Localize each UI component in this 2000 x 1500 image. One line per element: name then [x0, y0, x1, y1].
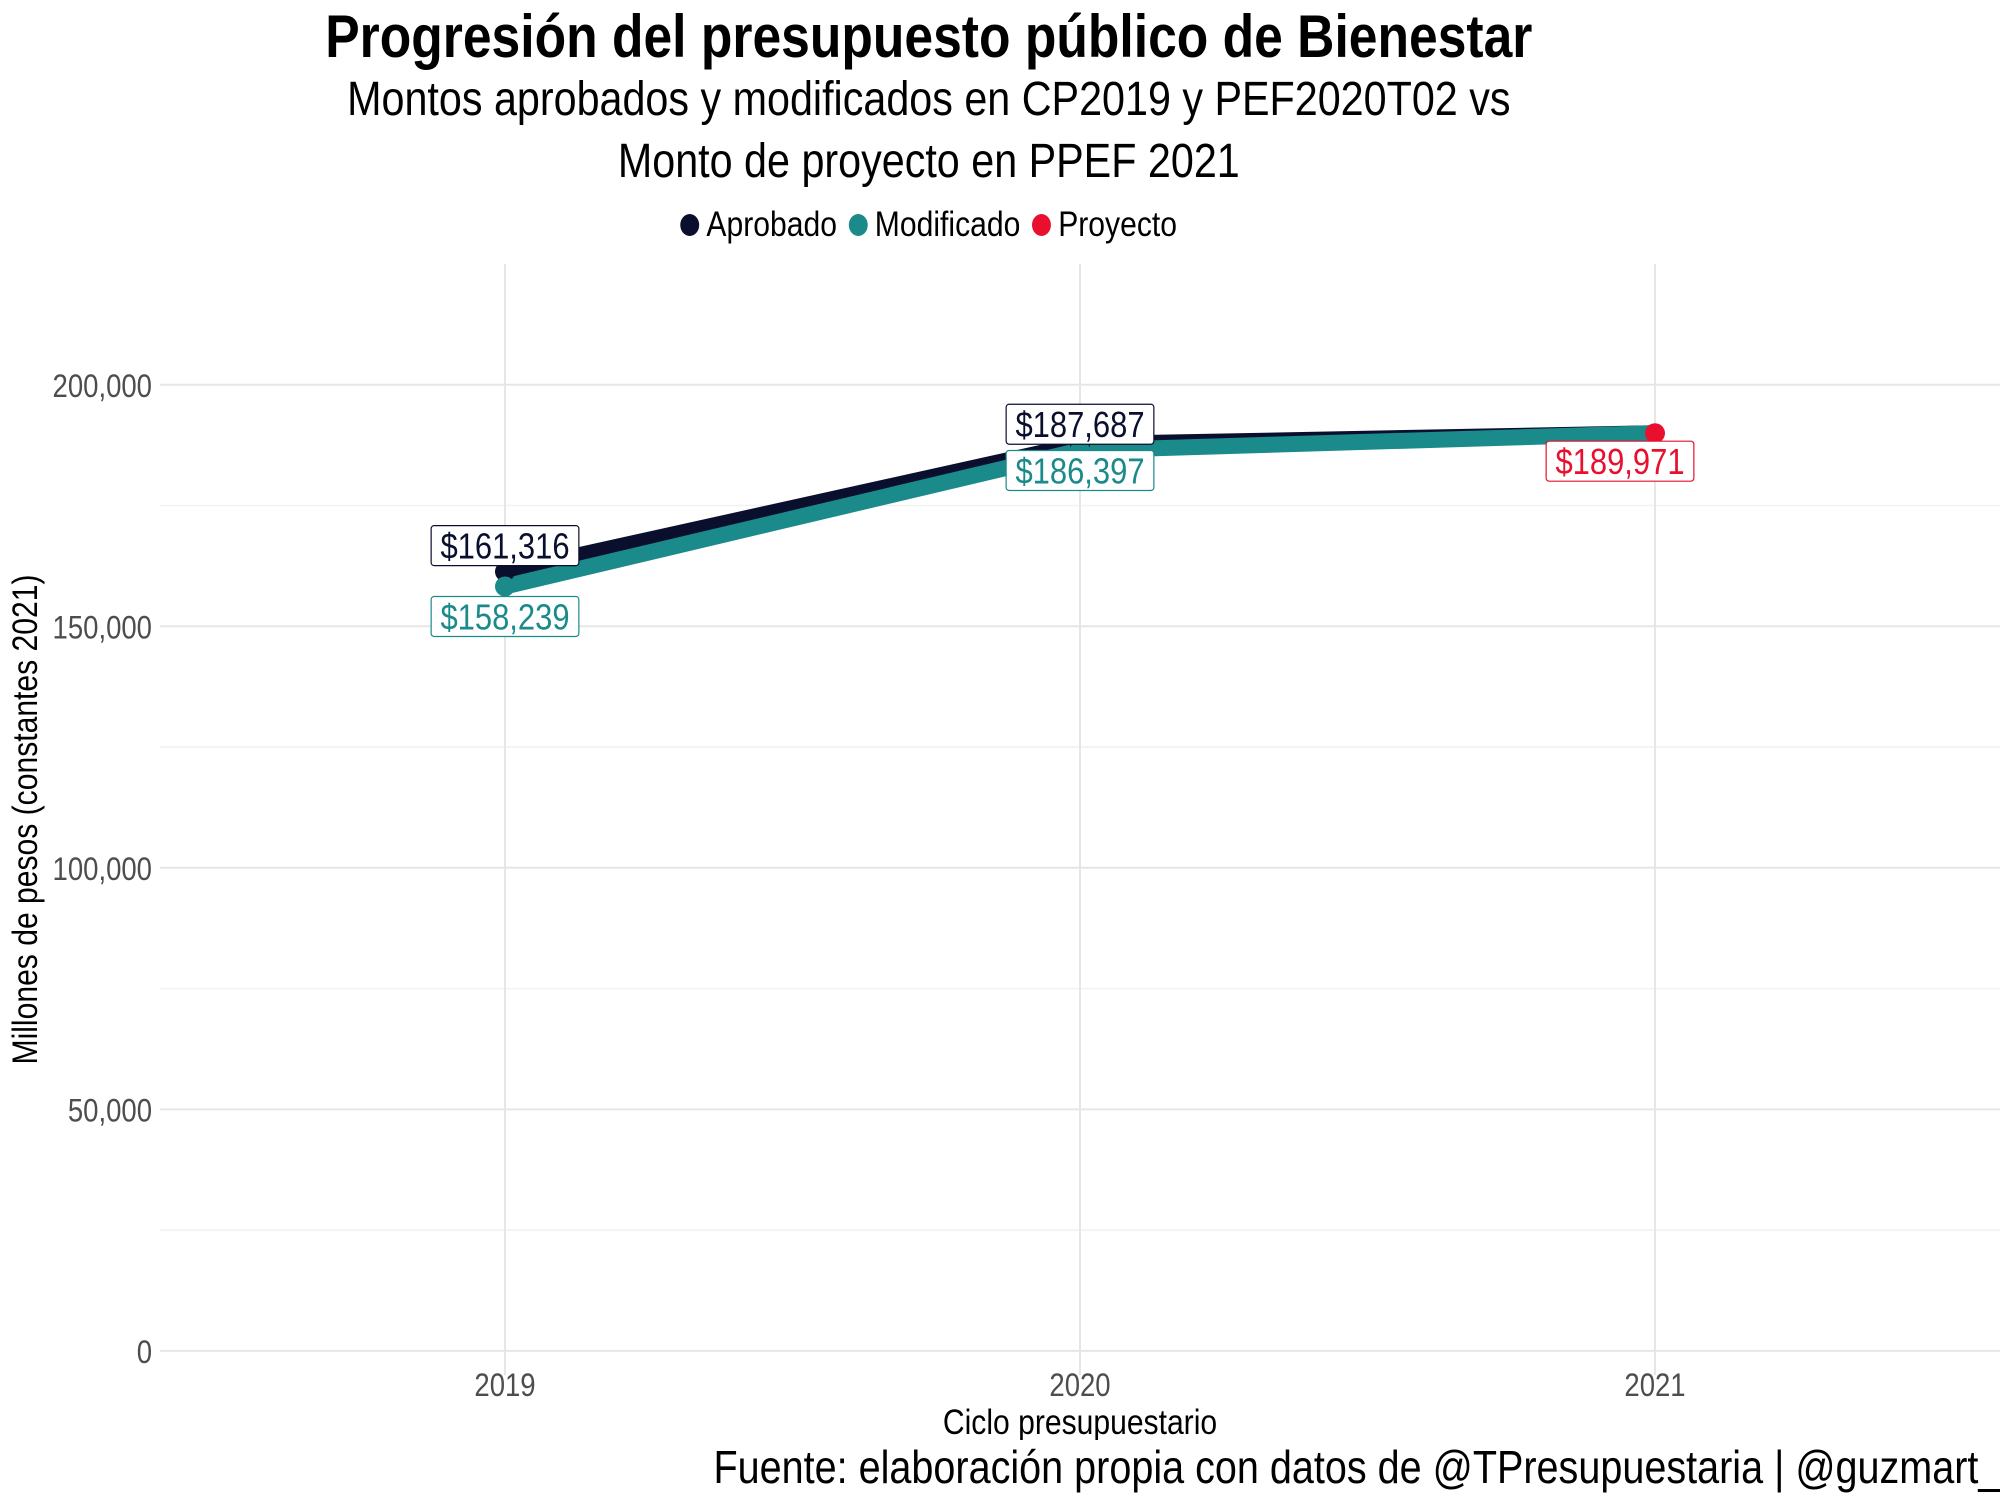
- x-tick-label: 2020: [1049, 1368, 1110, 1403]
- legend-label-proyecto: Proyecto: [1058, 205, 1177, 244]
- x-tick-label: 2019: [474, 1368, 535, 1403]
- data-point-aprobado: [495, 561, 515, 582]
- x-tick-label: 2021: [1624, 1368, 1685, 1403]
- y-tick-label: 100,000: [53, 852, 152, 887]
- chart-subtitle-line-2: Monto de proyecto en PPEF 2021: [617, 135, 1240, 188]
- y-tick-label: 150,000: [53, 610, 152, 645]
- x-axis-title: Ciclo presupuestario: [943, 1402, 1217, 1440]
- data-label-box-proyecto: [1545, 440, 1695, 482]
- chart-subtitle-line-1: Montos aprobados y modificados en CP2019…: [347, 73, 1511, 126]
- data-label-box-modificado: [430, 595, 580, 638]
- legend-label-aprobado: Aprobado: [706, 205, 837, 244]
- legend-label-modificado: Modificado: [874, 205, 1021, 244]
- y-tick-label: 0: [137, 1335, 152, 1370]
- legend: Aprobado Modificado Proyecto: [0, 205, 1858, 245]
- data-label-box-aprobado: [430, 525, 580, 567]
- chart-title: Progresión del presupuesto público de Bi…: [325, 3, 1533, 70]
- y-axis-title: Millones de pesos (constantes 2021): [5, 575, 45, 1065]
- data-label-modificado: $158,239: [440, 598, 569, 638]
- legend-key-aprobado: [680, 214, 700, 236]
- data-label-proyecto: $189,971: [1555, 443, 1684, 483]
- legend-key-modificado: [848, 214, 868, 236]
- data-label-aprobado: $161,316: [440, 528, 569, 568]
- chart-plot: 0 50,000 100,000 150,000 200,000 2019 2020 2021…: [5, 264, 2000, 1440]
- chart-caption: Fuente: elaboración propia con datos de …: [713, 1441, 2000, 1493]
- data-point-modificado: [495, 576, 515, 597]
- legend-item-modificado: Modificado: [848, 205, 1021, 245]
- data-label-modificado: $186,397: [1015, 452, 1144, 492]
- legend-key-proyecto: [1032, 214, 1052, 236]
- data-label-box-aprobado: [1005, 403, 1155, 445]
- legend-item-proyecto: Proyecto: [1032, 205, 1177, 245]
- y-tick-label: 200,000: [53, 369, 152, 404]
- data-label-box-modificado: [1005, 449, 1155, 492]
- data-point-proyecto: [1645, 423, 1665, 444]
- legend-item-aprobado: Aprobado: [680, 205, 837, 245]
- y-tick-label: 50,000: [68, 1093, 152, 1128]
- data-label-aprobado: $187,687: [1015, 406, 1144, 446]
